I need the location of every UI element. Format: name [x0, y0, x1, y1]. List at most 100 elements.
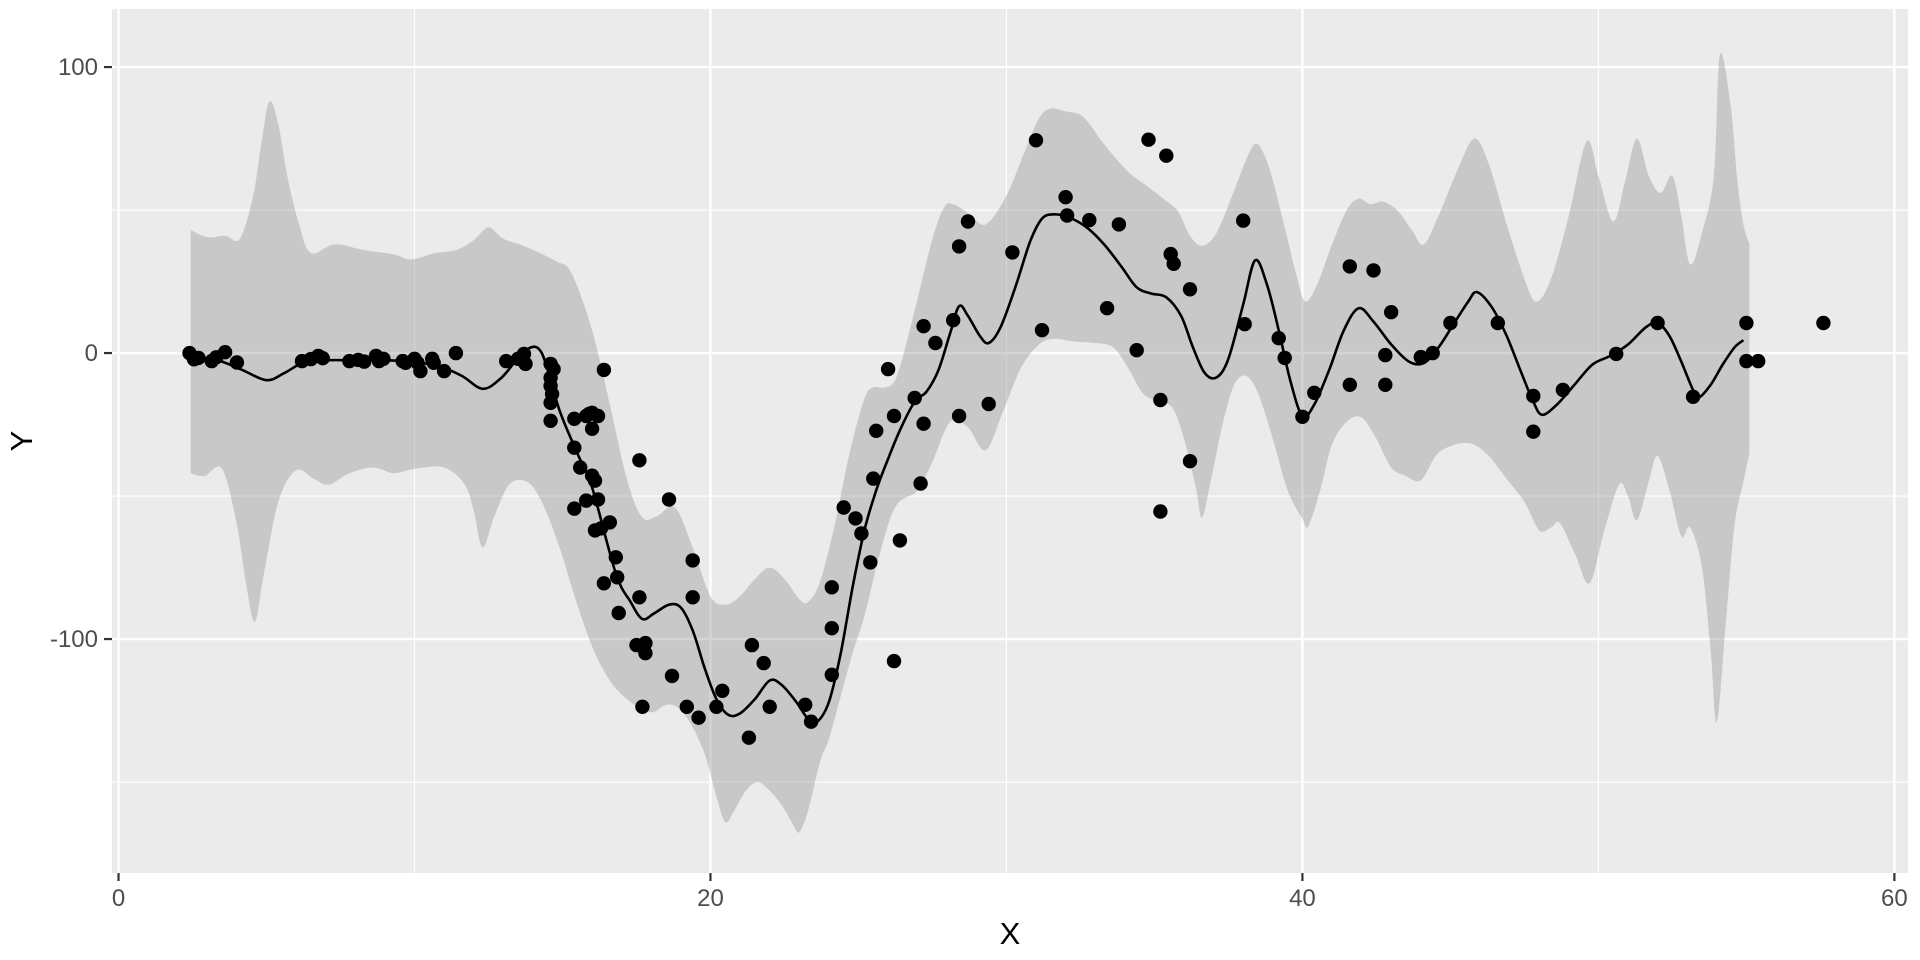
data-point [602, 515, 617, 530]
data-point [1685, 389, 1701, 404]
data-point [1295, 409, 1310, 424]
data-point [1816, 315, 1831, 331]
x-tick-label: 0 [112, 885, 125, 912]
data-point [880, 361, 896, 377]
data-point [596, 576, 612, 591]
y-axis-tick-marks [104, 65, 112, 641]
data-point [191, 350, 206, 366]
data-point [1111, 217, 1127, 232]
data-point [376, 351, 391, 366]
data-point [1237, 317, 1252, 332]
data-point [1609, 346, 1624, 362]
data-point [1129, 343, 1144, 358]
data-point [587, 473, 603, 488]
data-point [573, 460, 588, 475]
data-point [1739, 315, 1754, 331]
data-point [584, 421, 600, 436]
data-point [1159, 148, 1174, 163]
data-point [1490, 315, 1506, 331]
data-point [632, 590, 647, 605]
data-point [744, 637, 760, 653]
data-point [1166, 256, 1181, 271]
data-point [960, 214, 976, 229]
data-point [798, 697, 813, 712]
data-point [685, 553, 700, 568]
data-point [611, 605, 626, 621]
y-tick-label: 100 [58, 54, 98, 81]
data-point [1271, 331, 1286, 346]
data-point [863, 555, 878, 570]
data-point [1443, 315, 1458, 331]
data-point [590, 408, 606, 424]
data-point [866, 471, 881, 486]
data-point [357, 354, 372, 369]
data-point [1378, 377, 1393, 392]
confidence-ribbon [190, 53, 1750, 833]
data-point [892, 533, 908, 548]
data-point [1099, 301, 1115, 316]
data-point [1526, 388, 1541, 404]
data-point [1526, 424, 1541, 439]
data-point [803, 714, 819, 729]
data-point [1277, 350, 1292, 366]
data-point [824, 580, 839, 595]
data-point [632, 453, 647, 468]
data-point [907, 390, 922, 406]
data-point [638, 645, 653, 661]
x-tick-label: 60 [1881, 885, 1908, 912]
y-axis-title: Y [4, 431, 39, 452]
data-point [1384, 305, 1399, 320]
data-point [1005, 245, 1020, 260]
data-point [664, 668, 680, 684]
data-point [913, 476, 928, 491]
data-point [1182, 282, 1198, 297]
data-point [824, 621, 839, 636]
data-point [315, 351, 330, 366]
data-point [679, 699, 694, 714]
data-point [638, 635, 653, 651]
data-point [567, 440, 582, 455]
data-point [1082, 212, 1097, 228]
data-point [1153, 504, 1168, 519]
data-point [1555, 382, 1571, 398]
data-point [518, 356, 533, 372]
data-point [579, 493, 594, 508]
data-point [1059, 208, 1075, 223]
data-point [762, 699, 777, 714]
data-point [916, 416, 931, 431]
data-point [1028, 133, 1044, 148]
data-point [567, 501, 582, 516]
data-point [886, 653, 902, 669]
data-point [610, 570, 625, 585]
data-point [741, 730, 757, 745]
data-point [661, 492, 677, 507]
data-point [836, 500, 851, 515]
data-point [854, 526, 869, 541]
data-point [436, 363, 452, 379]
data-point [916, 319, 931, 334]
data-point [635, 699, 650, 714]
data-point [499, 353, 514, 369]
y-tick-label: -100 [50, 626, 98, 653]
data-point [448, 345, 464, 361]
x-tick-label: 20 [697, 885, 724, 912]
data-point [1141, 132, 1156, 147]
data-point [951, 408, 967, 424]
data-point [756, 655, 771, 671]
data-point [691, 710, 706, 725]
data-point [709, 699, 724, 714]
data-point [1413, 349, 1429, 365]
x-axis-tick-labels: 0 20 40 60 [112, 885, 1908, 912]
data-point [951, 239, 967, 254]
data-point [1342, 377, 1358, 392]
data-point [608, 550, 623, 565]
data-point [928, 335, 943, 351]
data-point [1236, 213, 1251, 228]
data-point [869, 423, 884, 438]
data-point [229, 355, 245, 370]
data-point [567, 411, 582, 426]
data-point [1058, 190, 1073, 205]
data-point [590, 492, 606, 507]
data-point [1307, 385, 1322, 400]
